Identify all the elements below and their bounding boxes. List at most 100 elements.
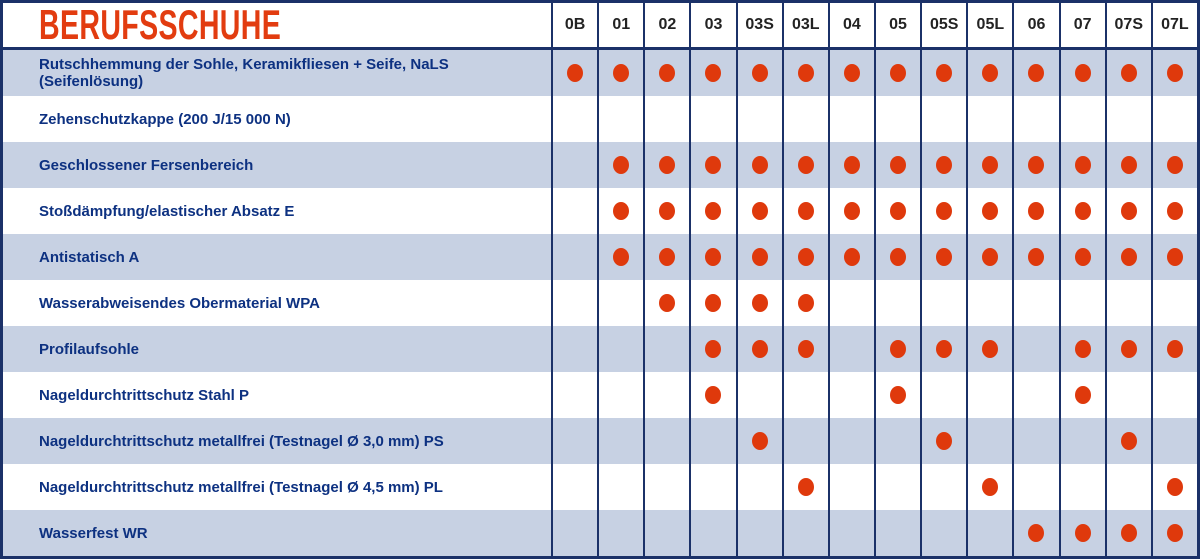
matrix-cell-02 [643,464,689,510]
matrix-cell-05L [966,96,1012,142]
matrix-cell-07L [1150,510,1197,556]
matrix-cell-04 [827,188,874,234]
matrix-cell-05S [920,280,966,326]
matrix-cell-03S [735,188,782,234]
matrix-cell-07 [1058,510,1105,556]
feature-dot [1028,248,1045,266]
matrix-cell-02 [643,188,689,234]
feature-dot [1028,156,1045,174]
feature-row: Nageldurchtrittschutz Stahl P [3,372,1197,418]
column-header-07S: 07S [1104,3,1151,47]
matrix-cell-0B [551,464,597,510]
matrix-cell-05L [966,326,1012,372]
matrix-cell-04 [827,372,874,418]
feature-dot [705,156,722,174]
matrix-cell-0B [551,372,597,418]
feature-dot [982,478,999,496]
column-header-0B: 0B [551,3,597,47]
feature-dot [751,202,768,220]
matrix-cell-05 [873,142,920,188]
matrix-cell-03 [689,50,735,96]
matrix-cell-07L [1150,142,1197,188]
matrix-cell-01 [597,96,643,142]
feature-dot [567,64,584,82]
matrix-cell-07L [1150,418,1197,464]
matrix-cell-03L [781,326,828,372]
matrix-cell-06 [1012,326,1058,372]
matrix-cell-03L [781,142,828,188]
matrix-cell-03L [781,280,828,326]
matrix-cell-05 [873,418,920,464]
matrix-cell-05L [966,188,1012,234]
matrix-cell-02 [643,234,689,280]
feature-row: Wasserfest WR [3,510,1197,556]
matrix-cell-06 [1012,510,1058,556]
matrix-cell-02 [643,418,689,464]
feature-dot [982,248,999,266]
feature-dot [1120,524,1137,542]
feature-row: Nageldurchtrittschutz metallfrei (Testna… [3,464,1197,510]
matrix-cell-03L [781,234,828,280]
feature-dot [1166,478,1183,496]
feature-dot [1074,248,1091,266]
column-header-05S: 05S [920,3,966,47]
matrix-cell-03S [735,234,782,280]
matrix-cell-06 [1012,142,1058,188]
feature-dot [705,294,722,312]
feature-dot [797,478,814,496]
matrix-cell-05S [920,50,966,96]
feature-dot [843,156,860,174]
feature-dot [843,248,860,266]
feature-dot [797,248,814,266]
feature-dot [1166,202,1183,220]
matrix-cell-05 [873,326,920,372]
matrix-cell-05S [920,464,966,510]
matrix-cell-06 [1012,372,1058,418]
feature-dot [797,202,814,220]
feature-label: Zehenschutzkappe (200 J/15 000 N) [39,110,291,128]
matrix-cell-07L [1150,50,1197,96]
feature-dot [613,64,630,82]
title-cell: BERUFSSCHUHE [3,3,551,47]
matrix-cell-04 [827,510,874,556]
feature-row: Nageldurchtrittschutz metallfrei (Testna… [3,418,1197,464]
matrix-cell-04 [827,142,874,188]
feature-dot [936,64,953,82]
matrix-cell-01 [597,280,643,326]
matrix-cell-07 [1058,96,1105,142]
feature-label: Nageldurchtrittschutz metallfrei (Testna… [39,432,444,450]
matrix-cell-05L [966,510,1012,556]
matrix-cell-07 [1058,188,1105,234]
feature-dot [797,340,814,358]
column-header-07: 07 [1058,3,1105,47]
feature-dot [659,64,676,82]
feature-dot [751,248,768,266]
matrix-cell-06 [1012,188,1058,234]
matrix-cell-03S [735,418,782,464]
matrix-cell-02 [643,372,689,418]
matrix-cell-06 [1012,234,1058,280]
matrix-cell-03 [689,372,735,418]
matrix-cell-05L [966,372,1012,418]
matrix-cell-07S [1104,234,1151,280]
feature-dot [843,64,860,82]
feature-dot [1120,432,1137,450]
feature-dot [1166,156,1183,174]
matrix-cell-03L [781,464,828,510]
matrix-cell-03 [689,234,735,280]
feature-dot [1074,64,1091,82]
feature-dot [1120,340,1137,358]
matrix-cell-07S [1104,50,1151,96]
matrix-cell-03 [689,464,735,510]
matrix-cell-07L [1150,280,1197,326]
feature-dot [797,156,814,174]
column-header-02: 02 [643,3,689,47]
column-header-03: 03 [689,3,735,47]
matrix-cell-07S [1104,280,1151,326]
matrix-cell-04 [827,234,874,280]
feature-dot [751,156,768,174]
matrix-cell-07L [1150,372,1197,418]
matrix-cell-03S [735,372,782,418]
feature-row: Rutschhemmung der Sohle, Keramikfliesen … [3,50,1197,96]
